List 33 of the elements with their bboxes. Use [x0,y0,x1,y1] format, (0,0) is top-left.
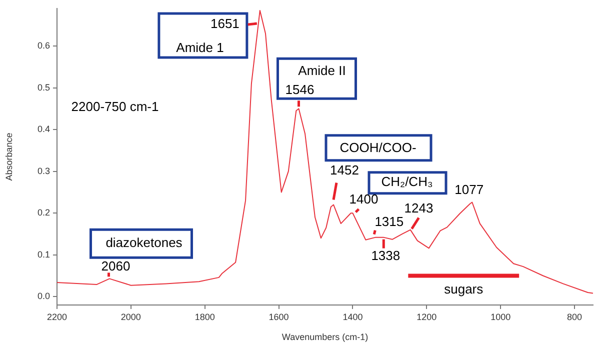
y-tick-label: 0.6 [37,40,50,50]
y-tick-label: 0.3 [37,166,50,176]
y-tick-label: 0.0 [37,291,50,302]
x-tick-label: 1600 [268,312,289,322]
annotation: CH₂/CH₃ [381,174,433,189]
x-tick-label: 2000 [120,312,141,322]
x-axis-title: Wavenumbers (cm-1) [282,332,368,342]
annotation: COOH/COO- [340,140,416,155]
annotation: Amide 1 [176,40,224,55]
annotation: 1243 [404,200,434,216]
x-tick-label: 1400 [342,312,363,322]
annotation: 1315 [374,214,404,229]
annotation: diazoketones [106,234,183,250]
x-tick-label: 1200 [416,312,437,322]
x-tick-label: 1800 [194,312,215,322]
x-tick-label: 800 [567,312,582,322]
annotation: Amide II [298,62,346,78]
y-tick-label: 0.4 [37,124,50,134]
y-tick-label: 0.2 [37,208,50,218]
x-tick-label: 1000 [490,312,511,322]
annotation: 1077 [454,182,484,197]
y-tick-label: 0.5 [37,82,50,92]
annotation: 1338 [371,248,400,263]
annotation: 1400 [349,192,378,207]
annotation: 1546 [285,82,314,98]
y-tick-label: 0.1 [37,249,50,260]
x-tick-label: 2200 [46,312,68,322]
y-axis-title: Absorbance [4,132,14,181]
annotation: 2200-750 cm-1 [71,98,159,114]
annotation: sugars [444,281,484,296]
annotation: 2060 [101,258,130,274]
annotation: 1651 [210,16,240,32]
annotation: 1452 [330,162,359,178]
